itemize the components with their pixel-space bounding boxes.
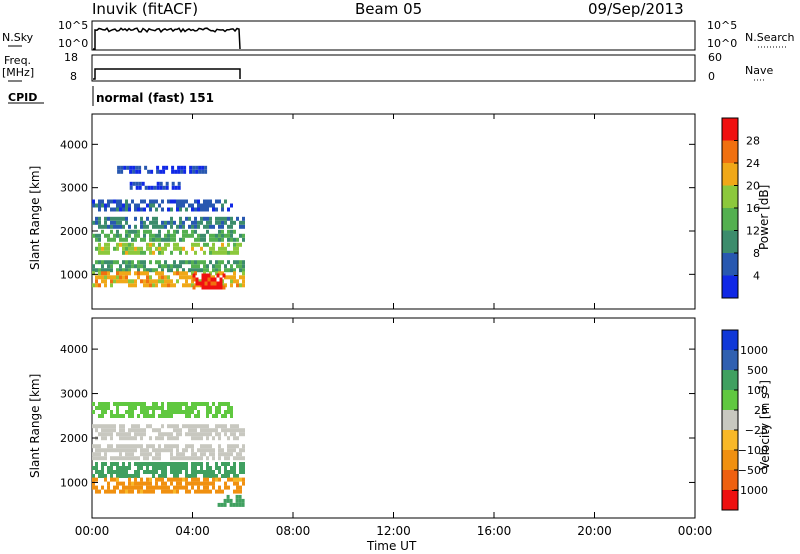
- power-colorbar: 4 8 12 16 20 24 28: [721, 117, 760, 299]
- power-ytick-label-1000: 1000: [60, 268, 88, 281]
- velocity-colorbar-segment-1: [722, 470, 738, 490]
- power-ytick-label-2000: 2000: [60, 225, 88, 238]
- time-tick-label-5: 20:00: [577, 524, 612, 538]
- power-colorbar-label-24: 24: [746, 157, 760, 170]
- velocity-band-4: [92, 477, 245, 494]
- nsky-tick-low: 10^0: [58, 37, 89, 50]
- power-colorbar-label-12: 12: [746, 225, 760, 238]
- freq-label-top: Freq.: [4, 54, 32, 67]
- freq-tick-low: 8: [70, 70, 77, 83]
- velocity-colorbar-label-0: 1000: [740, 344, 768, 357]
- velocity-colorbar: 1000 500 100 25 −25 −100 −500 −1000: [721, 329, 768, 511]
- velocity-axes: 1000 2000 3000 4000: [60, 318, 696, 518]
- power-colorbar-segment-1: [722, 253, 738, 276]
- power-band-6: [92, 260, 245, 273]
- velocity-ylabel: Slant Range [km]: [28, 373, 42, 478]
- time-axis: 00:00 04:00 08:00 12:00 16:00 20:00 00:00: [75, 524, 713, 538]
- nave-label: Nave: [745, 64, 774, 77]
- cpid-value: normal (fast) 151: [96, 91, 214, 105]
- time-tick-label-6: 00:00: [678, 524, 713, 538]
- time-tick-label-0: 00:00: [75, 524, 110, 538]
- time-tick-label-1: 04:00: [175, 524, 210, 538]
- power-colorbar-segment-5: [722, 163, 738, 186]
- power-colorbar-segment-4: [722, 185, 738, 208]
- power-data-layer: [92, 165, 245, 290]
- power-ytick-label-3000: 3000: [60, 182, 88, 195]
- velocity-colorbar-segment-2: [722, 450, 738, 470]
- time-tick-label-4: 16:00: [477, 524, 512, 538]
- velocity-colorbar-label-6: −500: [738, 464, 768, 477]
- power-band-2: [92, 199, 233, 212]
- power-colorbar-segment-6: [722, 140, 738, 163]
- time-axis-label: Time UT: [367, 539, 417, 553]
- velocity-colorbar-segment-3: [722, 430, 738, 450]
- power-band-5: [95, 242, 242, 255]
- power-band-0: [117, 165, 208, 174]
- power-band-3: [92, 216, 245, 229]
- nave-tick-low: 0: [708, 70, 715, 83]
- velocity-colorbar-segment-0: [722, 490, 738, 510]
- freq-label-unit: [MHz]: [2, 66, 35, 79]
- freq-trace: [93, 68, 241, 80]
- power-colorbar-label-16: 16: [746, 202, 760, 215]
- power-colorbar-segment-0: [722, 275, 738, 298]
- velocity-data-layer: [92, 402, 245, 507]
- velocity-colorbar-segment-8: [722, 330, 738, 350]
- velocity-colorbar-segment-7: [722, 350, 738, 370]
- velocity-ytick-label-2000: 2000: [60, 432, 88, 445]
- nave-tick-high: 60: [708, 51, 722, 64]
- velocity-colorbar-label-7: −1000: [731, 484, 768, 497]
- nsky-trace: [93, 27, 241, 50]
- time-tick-label-3: 12:00: [376, 524, 411, 538]
- power-colorbar-label-8: 8: [753, 247, 760, 260]
- velocity-band-0: [92, 402, 233, 418]
- velocity-colorbar-label-5: −100: [738, 444, 768, 457]
- date-title: 09/Sep/2013: [588, 0, 684, 18]
- power-ylabel: Slant Range [km]: [28, 165, 42, 270]
- power-colorbar-label-28: 28: [746, 135, 760, 148]
- velocity-band-3: [92, 462, 245, 478]
- velocity-colorbar-frame: [721, 329, 739, 511]
- beam-title: Beam 05: [355, 0, 423, 18]
- power-ytick-label-4000: 4000: [60, 138, 88, 151]
- cpid-label: CPID: [8, 91, 38, 104]
- power-colorbar-segment-3: [722, 208, 738, 231]
- nsky-right-tick-high: 10^5: [707, 19, 738, 32]
- nsky-tick-high: 10^5: [58, 19, 89, 32]
- velocity-colorbar-label-3: 25: [754, 404, 768, 417]
- power-axes: 1000 2000 3000 4000: [60, 114, 696, 309]
- velocity-ytick-label-4000: 4000: [60, 343, 88, 356]
- velocity-colorbar-label-4: −25: [745, 424, 768, 437]
- power-colorbar-label: Power [dB]: [757, 184, 771, 250]
- velocity-ytick-label-3000: 3000: [60, 388, 88, 401]
- power-band-4: [92, 229, 245, 242]
- power-colorbar-segment-2: [722, 230, 738, 253]
- power-colorbar-segment-7: [722, 118, 738, 141]
- power-band-8: [192, 273, 226, 290]
- velocity-colorbar-label-1: 500: [747, 364, 768, 377]
- power-panel: [91, 113, 696, 310]
- station-title: Inuvik (fitACF): [92, 0, 199, 18]
- velocity-colorbar-segment-5: [722, 390, 738, 410]
- velocity-colorbar-label: Velocity [m s-1]: [757, 380, 772, 470]
- time-tick-label-2: 08:00: [276, 524, 311, 538]
- velocity-band-2: [92, 444, 245, 461]
- nsearch-label: N.Search: [745, 31, 795, 44]
- power-colorbar-label-20: 20: [746, 180, 760, 193]
- velocity-colorbar-label-2: 100: [747, 384, 768, 397]
- nsky-label: N.Sky: [2, 31, 34, 44]
- velocity-ytick-label-1000: 1000: [60, 476, 88, 489]
- nsky-panel: [91, 20, 696, 51]
- velocity-colorbar-segment-4: [722, 410, 738, 430]
- power-colorbar-label-4: 4: [753, 270, 760, 283]
- freq-panel: [91, 54, 696, 82]
- velocity-colorbar-segment-6: [722, 370, 738, 390]
- velocity-band-5: [217, 494, 245, 507]
- power-band-1: [129, 181, 181, 190]
- freq-tick-high: 18: [64, 51, 78, 64]
- nsky-right-tick-low: 10^0: [707, 37, 738, 50]
